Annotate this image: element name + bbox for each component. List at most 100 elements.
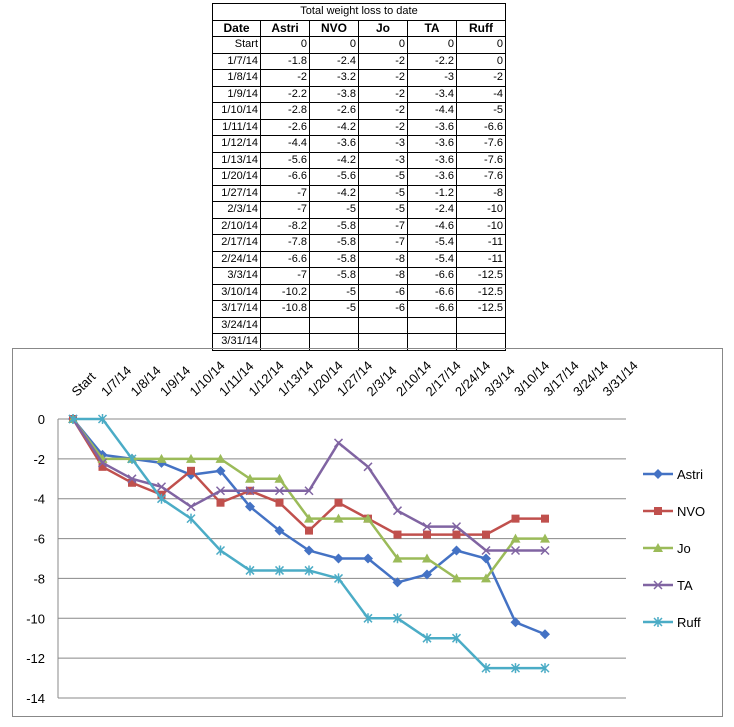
cell-value: -12.5 [456, 267, 506, 285]
cell-value: 0 [358, 36, 408, 54]
square-marker [216, 498, 225, 507]
cell-date: 1/9/14 [212, 85, 261, 103]
square-marker [541, 514, 549, 523]
table-row: Start 0 0 0 0 0 [212, 36, 506, 54]
cell-value: -5.8 [309, 267, 359, 285]
column-header: Astri [260, 19, 310, 37]
cell-value: -2.2 [407, 52, 457, 70]
table-row: 1/11/14 -2.6 -4.2 -2 -3.6 -6.6 [212, 118, 506, 136]
star-marker [274, 565, 285, 576]
cell-value [407, 316, 457, 334]
cell-value: -8 [358, 250, 408, 268]
y-tick-label: -10 [26, 611, 45, 626]
diamond-marker [451, 545, 462, 556]
cell-value: -6.6 [456, 118, 506, 136]
star-marker [186, 513, 196, 524]
cell-value: -4.4 [407, 102, 457, 120]
cell-value: 0 [309, 36, 359, 54]
table-row: 1/10/14 -2.8 -2.6 -2 -4.4 -5 [212, 102, 506, 120]
square-marker [98, 462, 107, 471]
legend-label: Astri [677, 467, 703, 482]
cell-value: -3.6 [407, 151, 457, 169]
cell-value: -8.2 [260, 217, 310, 235]
cell-value: -5 [358, 201, 408, 219]
column-header: Ruff [456, 19, 506, 37]
diamond-marker [215, 465, 226, 476]
cell-value: -2.8 [260, 102, 310, 120]
cell-value: -3.6 [309, 135, 359, 153]
cell-date: Start [212, 36, 261, 54]
cell-value: -5 [456, 102, 506, 120]
x-marker [392, 506, 403, 516]
triangle-marker [186, 453, 196, 463]
cell-value: 0 [456, 52, 506, 70]
x-marker [97, 458, 108, 468]
table-row: 1/27/14 -7 -4.2 -5 -1.2 -8 [212, 184, 506, 202]
cell-date: 2/3/14 [212, 201, 261, 219]
table-row: 1/12/14 -4.4 -3.6 -3 -3.6 -7.6 [212, 135, 506, 153]
cell-value: -5.4 [407, 234, 457, 252]
cell-date: 3/24/14 [212, 316, 261, 334]
cell-value: -4.4 [260, 135, 310, 153]
x-marker [510, 545, 521, 556]
triangle-marker [653, 543, 663, 552]
star-marker [68, 414, 78, 424]
triangle-marker [392, 553, 403, 563]
cell-date: 3/17/14 [212, 300, 261, 318]
cell-date: 1/12/14 [212, 135, 261, 153]
cell-value: -7 [260, 267, 310, 285]
square-marker [393, 530, 402, 539]
cell-value: -2.2 [260, 85, 310, 103]
diamond-marker [304, 545, 314, 556]
table-row: 1/8/14 -2 -3.2 -2 -3 -2 [212, 69, 506, 87]
cell-value: -5.4 [407, 250, 457, 268]
column-header: Jo [358, 19, 408, 37]
legend-label: Jo [677, 541, 691, 556]
cell-date: 2/10/14 [212, 217, 261, 235]
star-marker [392, 613, 403, 624]
cell-value: -3 [358, 151, 408, 169]
diamond-marker [333, 553, 344, 564]
cell-date: 1/8/14 [212, 69, 261, 87]
star-marker [333, 573, 344, 584]
x-tick-label: Start [69, 369, 99, 399]
cell-date: 3/10/14 [212, 283, 261, 301]
square-marker [482, 530, 490, 539]
table-row: 3/24/14 [212, 316, 506, 334]
legend-label: NVO [677, 504, 705, 519]
x-marker [540, 545, 550, 556]
triangle-marker [333, 513, 344, 523]
star-marker [422, 633, 432, 644]
table-row: 2/3/14 -7 -5 -5 -2.4 -10 [212, 201, 506, 219]
cell-value: -6.6 [407, 267, 457, 285]
cell-value: -6.6 [260, 168, 310, 186]
x-marker [127, 474, 137, 484]
cell-date: 2/17/14 [212, 234, 261, 252]
cell-value: -7 [358, 234, 408, 252]
cell-date: 1/11/14 [212, 118, 261, 136]
diamond-marker [540, 629, 550, 640]
cell-date: 1/7/14 [212, 52, 261, 70]
cell-value: -3.6 [407, 168, 457, 186]
cell-value: -3.4 [407, 85, 457, 103]
cell-value: -5 [309, 300, 359, 318]
y-tick-label: -8 [33, 571, 45, 586]
diamond-marker [274, 525, 285, 536]
cell-date: 1/20/14 [212, 168, 261, 186]
cell-value: -12.5 [456, 300, 506, 318]
square-marker [275, 498, 284, 507]
table-row: 3/31/14 [212, 333, 506, 351]
square-marker [511, 514, 520, 523]
cell-value: -6.6 [407, 300, 457, 318]
x-marker [653, 580, 663, 590]
cell-value: -5.8 [309, 250, 359, 268]
x-marker [156, 482, 167, 492]
cell-value: -6 [358, 300, 408, 318]
line-chart: 0 -2 -4 -6 -8 -10 -12 -14 Start 1/7/14 1/8/14 1/9/1… [12, 348, 723, 717]
triangle-marker [510, 533, 521, 543]
table-row: 1/13/14 -5.6 -4.2 -3 -3.6 -7.6 [212, 151, 506, 169]
x-marker [363, 462, 373, 472]
table-row: 1/20/14 -6.6 -5.6 -5 -3.6 -7.6 [212, 168, 506, 186]
cell-value: -4.2 [309, 151, 359, 169]
diamond-marker [363, 553, 373, 564]
